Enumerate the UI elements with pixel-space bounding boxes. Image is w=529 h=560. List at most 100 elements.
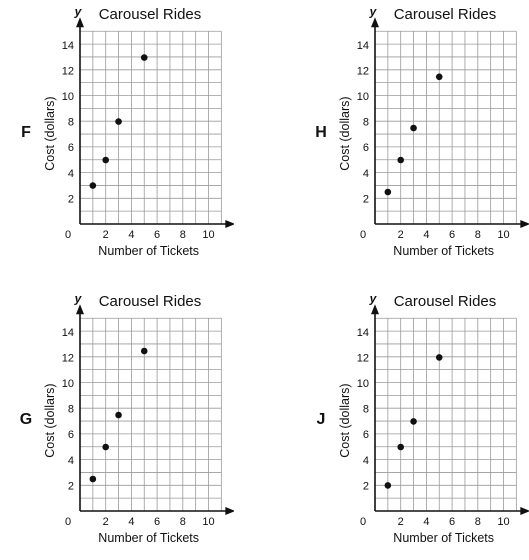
x-axis-title: Number of Tickets [393, 531, 494, 545]
y-tick-label: 14 [62, 327, 74, 339]
y-axis-arrow [371, 304, 379, 315]
data-point [410, 418, 417, 425]
x-axis-arrow [225, 507, 234, 515]
chart-svg: Carousel RidesFxy02468102468101214Number… [21, 4, 234, 258]
x-tick-label: 10 [497, 229, 509, 241]
x-axis-title: Number of Tickets [98, 531, 199, 545]
y-tick-label: 8 [363, 117, 369, 129]
option-letter: J [317, 411, 326, 428]
y-tick-label: 6 [363, 429, 369, 441]
y-axis-letter: y [74, 4, 83, 18]
data-point [435, 354, 443, 361]
x-axis-title: Number of Tickets [393, 244, 494, 258]
y-axis-title: Cost (dollars) [338, 96, 352, 170]
y-tick-label: 8 [68, 117, 74, 129]
option-letter: F [21, 124, 31, 141]
option-letter: G [20, 411, 32, 428]
y-tick-label: 4 [68, 168, 74, 180]
data-point [397, 443, 404, 451]
chart-title: Carousel Rides [99, 6, 202, 23]
chart-title: Carousel Rides [394, 6, 497, 23]
chart-svg: Carousel RidesHxy02468102468101214Number… [315, 4, 529, 258]
data-point [140, 54, 148, 61]
x-tick-label: 10 [202, 516, 214, 528]
grid [374, 30, 517, 225]
y-axis-letter: y [369, 291, 378, 305]
y-tick-label: 12 [62, 352, 74, 364]
y-tick-label: 10 [62, 91, 74, 103]
y-tick-label: 6 [68, 142, 74, 154]
y-tick-label: 8 [68, 404, 74, 416]
y-tick-label: 4 [363, 455, 369, 467]
data-point [89, 475, 97, 483]
y-axis-letter: y [369, 4, 378, 18]
x-tick-label: 8 [180, 229, 186, 241]
y-tick-label: 2 [363, 480, 369, 492]
data-point [410, 124, 417, 132]
origin-label: 0 [360, 516, 366, 528]
x-tick-label: 10 [202, 229, 214, 241]
chart-panel-j: Carousel RidesJxy02468102468101214Number… [295, 287, 529, 560]
y-tick-label: 4 [68, 455, 74, 467]
x-tick-label: 2 [103, 229, 109, 241]
data-point [397, 156, 404, 164]
x-tick-label: 4 [128, 229, 134, 241]
chart-panel-f: Carousel RidesFxy02468102468101214Number… [0, 0, 264, 273]
y-tick-label: 12 [357, 352, 369, 364]
y-tick-label: 4 [363, 168, 369, 180]
x-tick-label: 6 [154, 516, 160, 528]
chart-svg: Carousel RidesGxy02468102468101214Number… [20, 291, 234, 545]
x-tick-label: 4 [128, 516, 134, 528]
y-tick-label: 2 [68, 480, 74, 492]
origin-label: 0 [65, 516, 71, 528]
x-tick-label: 2 [398, 516, 404, 528]
x-tick-label: 6 [449, 229, 455, 241]
origin-label: 0 [65, 229, 71, 241]
data-point [115, 118, 122, 125]
y-tick-label: 12 [62, 65, 74, 77]
y-axis-arrow [76, 304, 84, 315]
x-tick-label: 8 [180, 516, 186, 528]
y-tick-label: 6 [68, 429, 74, 441]
y-axis-title: Cost (dollars) [338, 383, 352, 457]
y-tick-label: 10 [357, 91, 369, 103]
y-tick-label: 6 [363, 142, 369, 154]
data-point [384, 482, 392, 489]
x-tick-label: 8 [475, 229, 481, 241]
y-tick-label: 2 [68, 193, 74, 205]
y-tick-label: 8 [363, 404, 369, 416]
y-tick-label: 12 [357, 65, 369, 77]
x-tick-label: 4 [423, 229, 429, 241]
x-tick-label: 10 [497, 516, 509, 528]
option-letter: H [315, 124, 327, 141]
x-tick-label: 6 [449, 516, 455, 528]
data-point [102, 443, 109, 451]
y-tick-label: 10 [357, 378, 369, 390]
y-tick-label: 14 [62, 40, 74, 52]
origin-label: 0 [360, 229, 366, 241]
data-point [89, 182, 97, 189]
grid [79, 30, 222, 225]
x-tick-label: 4 [423, 516, 429, 528]
x-tick-label: 2 [103, 516, 109, 528]
x-axis-arrow [520, 220, 529, 228]
data-point [140, 347, 148, 355]
data-point [435, 73, 443, 81]
y-tick-label: 14 [357, 327, 369, 339]
data-point [102, 156, 109, 164]
y-axis-letter: y [74, 291, 83, 305]
x-axis-title: Number of Tickets [98, 244, 199, 258]
y-tick-label: 2 [363, 193, 369, 205]
chart-panel-g: Carousel RidesGxy02468102468101214Number… [0, 287, 264, 560]
y-axis-title: Cost (dollars) [43, 96, 57, 170]
chart-title: Carousel Rides [99, 293, 202, 310]
y-axis-title: Cost (dollars) [43, 383, 57, 457]
chart-svg: Carousel RidesJxy02468102468101214Number… [317, 291, 529, 545]
x-tick-label: 6 [154, 229, 160, 241]
y-tick-label: 14 [357, 40, 369, 52]
x-axis-arrow [520, 507, 529, 515]
x-tick-label: 8 [475, 516, 481, 528]
chart-title: Carousel Rides [394, 293, 497, 310]
data-point [384, 188, 392, 196]
chart-panel-h: Carousel RidesHxy02468102468101214Number… [295, 0, 529, 273]
